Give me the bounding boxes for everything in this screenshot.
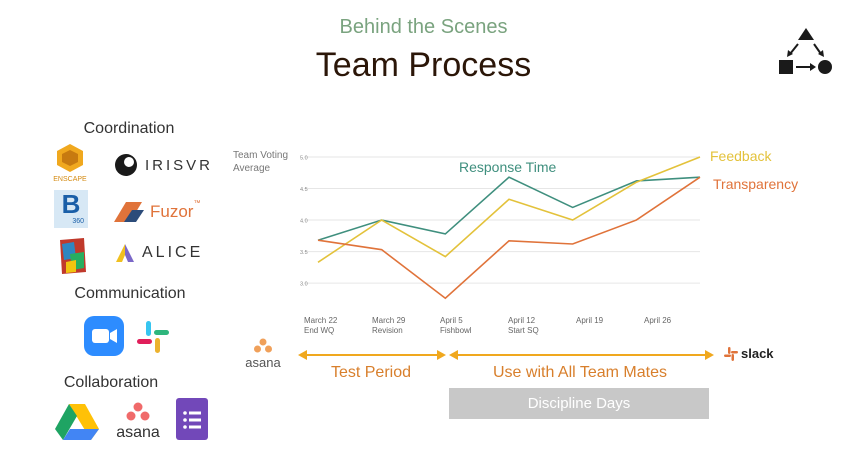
dynamo-icon	[60, 238, 86, 274]
shapes-process-icon	[779, 28, 832, 74]
google-drive-icon	[55, 404, 99, 440]
timeline-asana-logo: asana	[240, 337, 286, 370]
arrow-right-head	[705, 350, 714, 360]
arrow-left-head	[449, 350, 458, 360]
x-tick-label: April 12	[508, 316, 536, 325]
google-forms-icon	[176, 398, 208, 440]
communication-label: Communication	[74, 285, 186, 302]
x-tick-label-sub: End WQ	[304, 326, 334, 335]
irisvr-logo: IRISVR	[113, 152, 213, 178]
fuzor-icon	[114, 202, 144, 222]
x-tick-label: April 5	[440, 316, 463, 325]
collaboration-label: Collaboration	[63, 374, 159, 391]
x-tick-label: April 19	[576, 316, 604, 325]
series-label-transparency: Transparency	[713, 176, 798, 192]
y-axis-label-line1: Team Voting	[233, 150, 288, 161]
y-tick-label: 3.5	[300, 250, 308, 256]
series-label-response-time: Response Time	[459, 159, 556, 175]
zoom-icon	[84, 316, 124, 356]
timeline-slack-logo: slack	[724, 346, 774, 361]
asana-icon	[126, 402, 150, 421]
y-tick-label: 4.5	[300, 187, 308, 193]
x-tick-label-sub: Revision	[372, 326, 403, 335]
alice-icon	[116, 244, 134, 262]
phase-test-period: Test Period	[330, 364, 412, 381]
slack-icon	[137, 321, 169, 353]
y-tick-label: 5.0	[300, 156, 308, 162]
arrow-left-head	[298, 350, 307, 360]
enscape-logo: ENSCAPE	[50, 142, 90, 183]
x-tick-label-sub: Start SQ	[508, 326, 539, 335]
x-tick-label: March 22	[304, 316, 338, 325]
y-tick-label: 3.0	[300, 282, 308, 288]
y-tick-label: 4.0	[300, 219, 308, 225]
irisvr-icon	[115, 154, 137, 176]
enscape-icon	[57, 144, 83, 172]
x-tick-label: April 26	[644, 316, 672, 325]
x-tick-label: March 29	[372, 316, 406, 325]
page-title: Team Process	[315, 46, 532, 84]
phase-all-team: Use with All Team Mates	[493, 364, 667, 381]
page-subtitle: Behind the Scenes	[339, 16, 508, 38]
fuzor-logo: Fuzor ™	[110, 198, 200, 226]
x-tick-label-sub: Fishbowl	[440, 326, 472, 335]
asana-logo: asana	[110, 401, 166, 442]
coordination-label: Coordination	[83, 120, 175, 137]
y-axis-label-line2: Average	[233, 163, 271, 174]
asana-icon	[254, 338, 272, 353]
bim360-logo: B 360	[54, 190, 88, 228]
slack-icon	[724, 346, 738, 361]
series-label-feedback: Feedback	[710, 148, 772, 164]
arrow-right-head	[437, 350, 446, 360]
discipline-days-bar: Discipline Days	[449, 388, 709, 419]
alice-logo: ALICE	[114, 242, 203, 264]
